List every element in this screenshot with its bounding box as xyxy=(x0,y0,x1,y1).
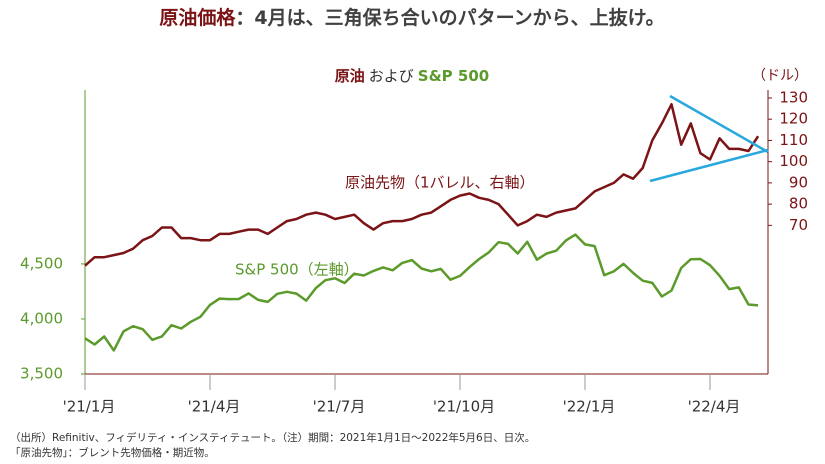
series-label: S&P 500（左軸） xyxy=(235,261,359,279)
series-label: 原油先物（1バレル、右軸） xyxy=(345,174,535,192)
series-line xyxy=(84,233,759,352)
trend-line xyxy=(649,148,769,183)
subtitle-part: 原油 xyxy=(335,67,365,85)
title-highlight: 原油価格 xyxy=(159,6,236,29)
y-tick-label: 4,500 xyxy=(20,254,63,272)
y2-tick-label: 80 xyxy=(789,195,808,213)
y2-tick-label: 70 xyxy=(789,216,808,234)
x-tick-label: '21/7月 xyxy=(313,398,366,416)
y2-tick-label: 100 xyxy=(779,152,808,170)
footnote: 「原油先物」：ブレント先物価格・期近物。 xyxy=(10,446,215,459)
x-tick-label: '21/4月 xyxy=(188,398,241,416)
chart-title: 原油価格：4月は、三角保ち合いのパターンから、上抜け。 xyxy=(159,6,664,29)
series-line xyxy=(84,103,760,267)
title-text: ：4月は、三角保ち合いのパターンから、上抜け。 xyxy=(235,6,664,29)
y2-tick-label: 110 xyxy=(779,131,808,149)
subtitle-part: および xyxy=(369,67,414,85)
trend-line xyxy=(669,94,769,154)
footnote: （出所）Refinitiv、フィデリティ・インスティテュート。（注）期間：202… xyxy=(10,431,535,444)
x-tick-label: '21/1月 xyxy=(63,398,116,416)
y-tick-label: 4,000 xyxy=(20,309,63,327)
x-tick-label: '22/4月 xyxy=(688,398,741,416)
y2-tick-label: 120 xyxy=(779,110,808,128)
x-tick-label: '21/10月 xyxy=(433,398,495,416)
y2-unit: （ドル） xyxy=(752,68,808,84)
y2-tick-label: 130 xyxy=(779,88,808,106)
subtitle-part: S&P 500 xyxy=(418,67,489,85)
y2-tick-label: 90 xyxy=(789,173,808,191)
y-tick-label: 3,500 xyxy=(20,365,63,383)
x-tick-label: '22/1月 xyxy=(563,398,616,416)
subtitle: 原油 および S&P 500 xyxy=(335,67,489,85)
